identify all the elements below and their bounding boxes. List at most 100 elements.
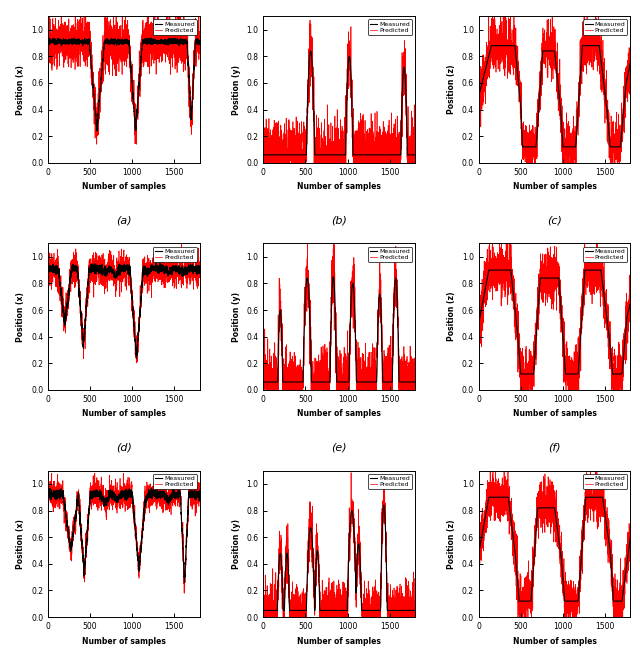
Measured	[322, 378, 330, 386]
Predicted	[132, 359, 140, 367]
Measured	[488, 42, 495, 50]
Measured	[196, 266, 204, 274]
Predicted	[486, 240, 493, 247]
Predicted	[292, 131, 300, 139]
Line: Predicted: Predicted	[48, 473, 200, 593]
Measured	[196, 493, 204, 501]
Predicted	[363, 158, 371, 166]
Legend: Measured, Predicted: Measured, Predicted	[584, 473, 627, 489]
Predicted	[101, 261, 109, 269]
Text: (c): (c)	[547, 215, 562, 225]
Measured	[316, 378, 324, 386]
Predicted	[321, 602, 329, 610]
X-axis label: Number of samples: Number of samples	[82, 637, 166, 646]
Measured	[538, 504, 545, 512]
Text: (d): (d)	[116, 443, 132, 453]
Measured	[627, 59, 634, 67]
Measured	[380, 502, 388, 509]
Measured	[330, 273, 337, 281]
Predicted	[532, 133, 540, 140]
Measured	[475, 319, 483, 327]
X-axis label: Number of samples: Number of samples	[82, 409, 166, 419]
Legend: Measured, Predicted: Measured, Predicted	[153, 247, 196, 262]
Line: Measured: Measured	[264, 51, 415, 155]
Measured	[77, 37, 84, 44]
Measured	[411, 378, 419, 386]
Legend: Measured, Predicted: Measured, Predicted	[368, 247, 412, 262]
Measured	[475, 92, 483, 100]
Y-axis label: Position (z): Position (z)	[447, 519, 456, 569]
Legend: Measured, Predicted: Measured, Predicted	[368, 473, 412, 489]
Measured	[106, 267, 114, 275]
Predicted	[148, 273, 156, 281]
Line: Measured: Measured	[479, 46, 630, 147]
Predicted	[44, 58, 52, 66]
Measured	[508, 42, 515, 50]
Measured	[321, 378, 329, 386]
Predicted	[321, 379, 329, 387]
X-axis label: Number of samples: Number of samples	[297, 409, 381, 419]
Predicted	[537, 85, 545, 93]
Measured	[518, 143, 526, 151]
Predicted	[485, 12, 493, 20]
Measured	[538, 64, 545, 72]
Predicted	[148, 48, 156, 56]
Measured	[627, 534, 634, 541]
Measured	[44, 489, 52, 497]
Measured	[260, 378, 268, 386]
Predicted	[268, 380, 276, 388]
Measured	[321, 607, 329, 614]
Measured	[107, 264, 115, 272]
Predicted	[537, 283, 545, 291]
Predicted	[107, 46, 115, 54]
Y-axis label: Position (y): Position (y)	[232, 65, 241, 114]
Predicted	[411, 372, 419, 379]
Predicted	[107, 481, 115, 488]
Predicted	[411, 166, 419, 174]
Measured	[107, 38, 115, 46]
Predicted	[53, 483, 61, 491]
Measured	[532, 143, 540, 151]
Line: Predicted: Predicted	[264, 473, 415, 624]
Measured	[538, 274, 545, 282]
Predicted	[260, 581, 268, 589]
Predicted	[196, 486, 204, 494]
Measured	[484, 501, 492, 509]
Measured	[148, 261, 156, 268]
Predicted	[486, 467, 494, 475]
Legend: Measured, Predicted: Measured, Predicted	[368, 20, 412, 35]
X-axis label: Number of samples: Number of samples	[297, 637, 381, 646]
Predicted	[268, 586, 276, 594]
Measured	[170, 485, 178, 492]
Predicted	[538, 272, 545, 279]
Y-axis label: Position (y): Position (y)	[232, 519, 241, 569]
Predicted	[196, 50, 204, 57]
Predicted	[292, 381, 300, 389]
Predicted	[306, 16, 314, 24]
Predicted	[537, 488, 545, 496]
Measured	[475, 549, 483, 557]
Predicted	[514, 620, 522, 628]
Text: (e): (e)	[332, 443, 347, 453]
Measured	[411, 151, 419, 159]
Measured	[363, 151, 371, 159]
Predicted	[260, 136, 268, 144]
Measured	[316, 151, 324, 159]
Measured	[101, 268, 109, 276]
Measured	[147, 34, 155, 42]
Predicted	[363, 363, 371, 371]
Predicted	[523, 166, 531, 174]
Measured	[196, 39, 204, 46]
Measured	[260, 151, 268, 159]
Predicted	[508, 264, 515, 272]
Measured	[292, 151, 300, 159]
Predicted	[532, 526, 540, 534]
Predicted	[101, 27, 109, 35]
Predicted	[475, 552, 483, 560]
Predicted	[508, 37, 515, 44]
Measured	[292, 607, 300, 614]
Y-axis label: Position (x): Position (x)	[17, 65, 26, 114]
Text: (b): (b)	[332, 215, 347, 225]
Predicted	[177, 240, 185, 248]
Line: Predicted: Predicted	[48, 16, 200, 144]
